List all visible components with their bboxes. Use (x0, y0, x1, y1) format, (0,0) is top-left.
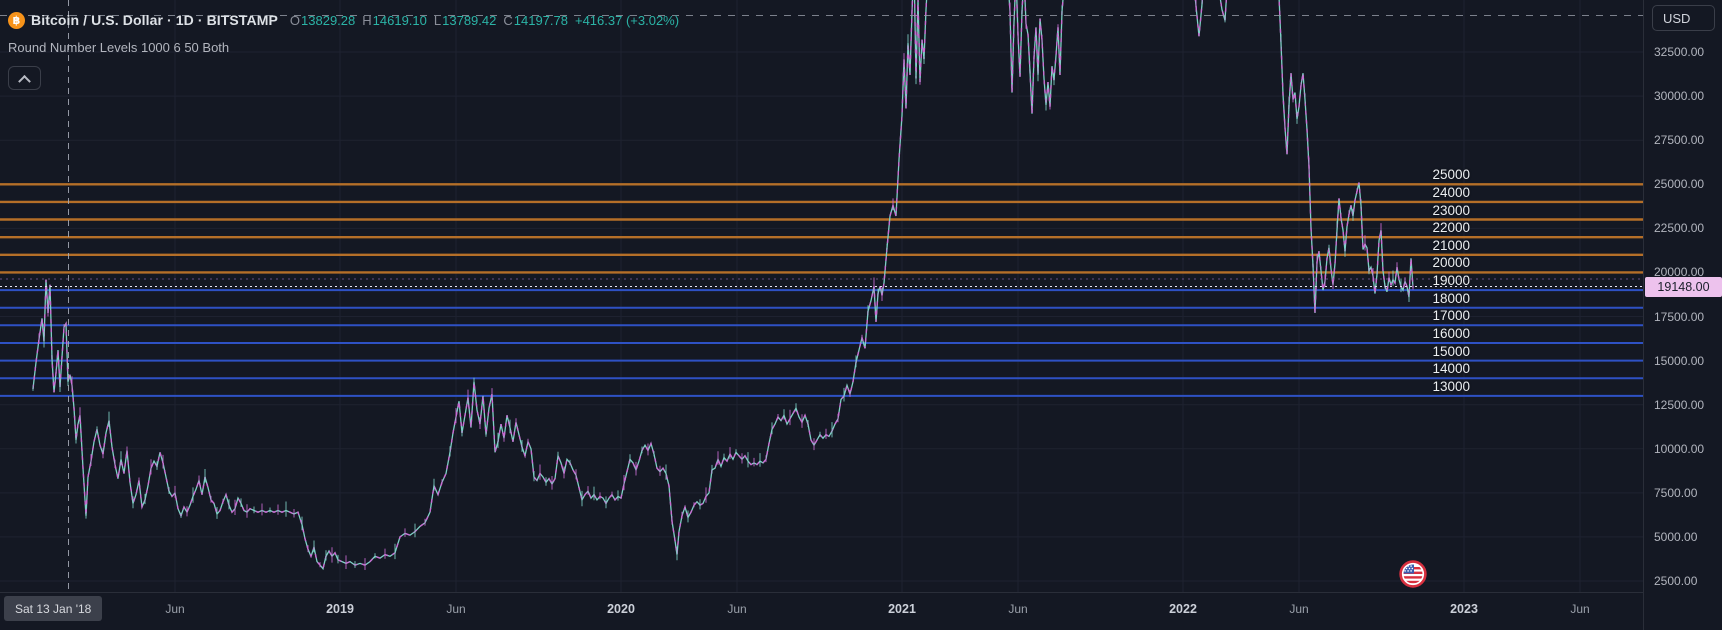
price-axis-tick: 32500.00 (1654, 45, 1705, 59)
bar-wicks-up (32, 0, 1410, 568)
time-axis-tick-2020[interactable]: 2020 (607, 602, 635, 616)
ohlc-key: C (503, 12, 513, 28)
round-level-label-21000: 21000 (1432, 237, 1470, 253)
round-level-label-20000: 20000 (1432, 255, 1470, 271)
price-change-value: +416.37 (+3.02%) (574, 12, 680, 28)
chevron-up-icon (18, 74, 31, 88)
time-axis-tick-Jun[interactable]: Jun (446, 602, 466, 616)
time-axis-tick-2023[interactable]: 2023 (1450, 602, 1478, 616)
ohlc-key: O (289, 12, 301, 28)
price-axis-tick: 12500.00 (1654, 398, 1705, 412)
round-level-label-14000: 14000 (1432, 361, 1470, 377)
round-level-label-23000: 23000 (1432, 202, 1470, 218)
time-axis-tick-Jun[interactable]: Jun (1008, 602, 1028, 616)
price-axis-tick: 25000.00 (1654, 177, 1705, 191)
chart-pane[interactable]: 25000 24000 23000 22000 21000 20000 19000 18000… (0, 0, 1643, 592)
currency-unit-button[interactable]: USD (1652, 5, 1715, 31)
price-chart-canvas[interactable] (0, 0, 1643, 592)
time-axis-tick-2021[interactable]: 2021 (888, 602, 916, 616)
time-axis-tick-Jun[interactable]: Jun (1289, 602, 1309, 616)
ohlc-value: 14197.78 (513, 12, 568, 28)
crosshair-horizontal-line (0, 15, 1643, 16)
legend-collapse-button[interactable] (8, 66, 41, 90)
price-axis-tick: 30000.00 (1654, 89, 1705, 103)
round-level-label-22000: 22000 (1432, 220, 1470, 236)
round-level-label-19000: 19000 (1432, 273, 1470, 289)
crosshair-date-label: Sat 13 Jan '18 (4, 596, 103, 621)
ohlc-value: 13829.28 (301, 12, 356, 28)
round-level-label-13000: 13000 (1432, 378, 1470, 394)
chart-legend: ฿ Bitcoin / U.S. Dollar · 1D · BITSTAMP … (8, 6, 679, 90)
price-axis-tick: 7500.00 (1654, 486, 1698, 500)
time-axis-tick-Jun[interactable]: Jun (1570, 602, 1590, 616)
price-axis-tick: 22500.00 (1654, 221, 1705, 235)
secondary-dotted-line (0, 278, 1643, 280)
ohlc-value: 14619.10 (372, 12, 427, 28)
ohlc-key: L (433, 12, 442, 28)
ohlc-values: O 13829.28 H 14619.10 L 13789.42 C 14197.78 +416… (290, 13, 679, 28)
price-series-line-down (32, 0, 1414, 571)
ohlc-value: 13789.42 (442, 12, 497, 28)
us-flag-event-icon[interactable] (1399, 560, 1427, 592)
crosshair-vertical-line (68, 0, 69, 592)
price-axis-tick: 5000.00 (1654, 530, 1698, 544)
round-level-label-25000: 25000 (1432, 167, 1470, 183)
price-axis-tick: 20000.00 (1654, 265, 1705, 279)
price-axis-tick: 17500.00 (1654, 310, 1705, 324)
symbol-title[interactable]: Bitcoin / U.S. Dollar · 1D · BITSTAMP (31, 12, 278, 28)
round-level-label-17000: 17000 (1432, 308, 1470, 324)
price-axis-tick: 10000.00 (1654, 442, 1705, 456)
price-scale-axis[interactable]: USD 32500.00 30000.00 27500.00 25000.00 2250… (1643, 0, 1722, 630)
bitcoin-logo-icon: ฿ (8, 11, 25, 29)
time-axis-tick-Jun[interactable]: Jun (165, 602, 185, 616)
tradingview-chart-widget: 25000 24000 23000 22000 21000 20000 19000 18000… (0, 0, 1722, 630)
price-axis-tick: 27500.00 (1654, 133, 1705, 147)
time-axis-tick-2022[interactable]: 2022 (1169, 602, 1197, 616)
round-level-label-16000: 16000 (1432, 325, 1470, 341)
last-price-label: 19148.00 (1645, 277, 1722, 297)
last-price-dotted-line (0, 286, 1643, 287)
bar-wicks-down (38, 0, 1414, 570)
price-axis-tick: 2500.00 (1654, 574, 1698, 588)
round-level-label-15000: 15000 (1432, 343, 1470, 359)
round-level-label-24000: 24000 (1432, 184, 1470, 200)
round-level-label-18000: 18000 (1432, 290, 1470, 306)
time-scale-axis[interactable]: Sat 13 Jan '18 Jun 2019 Jun 2020 Jun 2021 Jun 2… (0, 592, 1643, 630)
time-axis-tick-Jun[interactable]: Jun (727, 602, 747, 616)
ohlc-key: H (362, 12, 372, 28)
indicator-legend-item[interactable]: Round Number Levels 1000 6 50 Both (8, 40, 230, 55)
currency-label: USD (1663, 10, 1691, 26)
time-axis-tick-2019[interactable]: 2019 (326, 602, 354, 616)
price-axis-tick: 15000.00 (1654, 354, 1705, 368)
